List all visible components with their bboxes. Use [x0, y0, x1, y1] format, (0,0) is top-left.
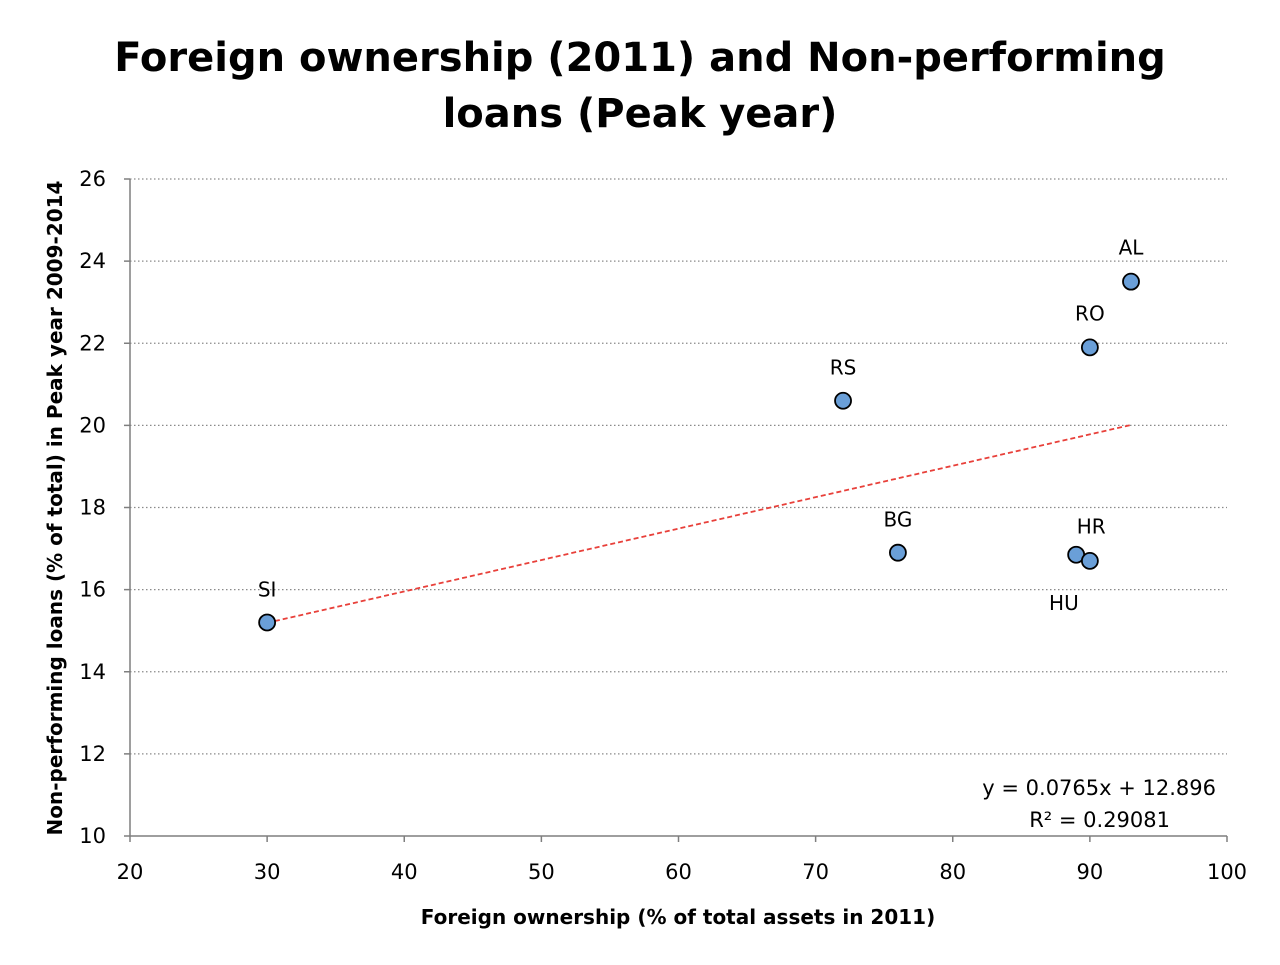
y-tick-label-18: 18	[79, 496, 106, 520]
point-hu	[1080, 551, 1099, 570]
chart-title-line-2: loans (Peak year)	[442, 91, 838, 137]
chart-title-line-1: Foreign ownership (2011) and Non-perform…	[114, 35, 1166, 81]
y-tick-label-26: 26	[79, 167, 106, 191]
point-label-hu: HU	[1049, 591, 1079, 615]
point-bg	[889, 543, 907, 562]
x-tick-label-20: 20	[117, 860, 144, 884]
x-tick-label-70: 70	[802, 860, 829, 884]
x-axis-title: Foreign ownership (% of total assets in …	[421, 905, 935, 929]
y-tick-label-22: 22	[79, 331, 106, 355]
point-rs	[834, 391, 852, 410]
point-label-al: AL	[1119, 236, 1145, 260]
axes	[124, 178, 1228, 842]
point-label-bg: BG	[883, 508, 912, 532]
point-labels: SI RS BG HR HU RO AL	[258, 236, 1144, 615]
point-al	[1122, 272, 1140, 291]
trendline-equation: y = 0.0765x + 12.896	[982, 776, 1216, 800]
x-tick-label-90: 90	[1077, 860, 1104, 884]
x-tick-labels: 20 30 40 50 60 70 80 90 100	[117, 860, 1247, 884]
y-tick-label-16: 16	[79, 578, 106, 602]
chart-title: Foreign ownership (2011) and Non-perform…	[0, 30, 1280, 142]
y-tick-label-24: 24	[79, 249, 106, 273]
point-ro	[1080, 338, 1099, 357]
x-tick-label-80: 80	[939, 860, 966, 884]
x-tick-label-30: 30	[254, 860, 281, 884]
trendline-group	[266, 424, 1132, 624]
x-tick-label-40: 40	[391, 860, 418, 884]
point-label-hr: HR	[1077, 515, 1106, 539]
y-tick-label-14: 14	[79, 660, 106, 684]
x-tick-label-60: 60	[665, 860, 692, 884]
x-tick-label-50: 50	[528, 860, 555, 884]
gridlines	[130, 178, 1227, 755]
y-tick-labels: 10 12 14 16 18 20 22 24 26	[79, 167, 106, 848]
r-squared: R² = 0.29081	[1029, 808, 1170, 832]
y-tick-label-10: 10	[79, 824, 106, 848]
point-label-si: SI	[258, 577, 277, 601]
y-tick-label-20: 20	[79, 413, 106, 437]
y-tick-label-12: 12	[79, 742, 106, 766]
data-points	[258, 272, 1140, 632]
point-label-rs: RS	[830, 356, 857, 380]
x-tick-label-100: 100	[1207, 860, 1247, 884]
trendline	[266, 424, 1132, 624]
y-axis-title: Non-performing loans (% of total) in Pea…	[43, 181, 67, 836]
point-si	[258, 613, 277, 632]
point-label-ro: RO	[1075, 301, 1105, 325]
